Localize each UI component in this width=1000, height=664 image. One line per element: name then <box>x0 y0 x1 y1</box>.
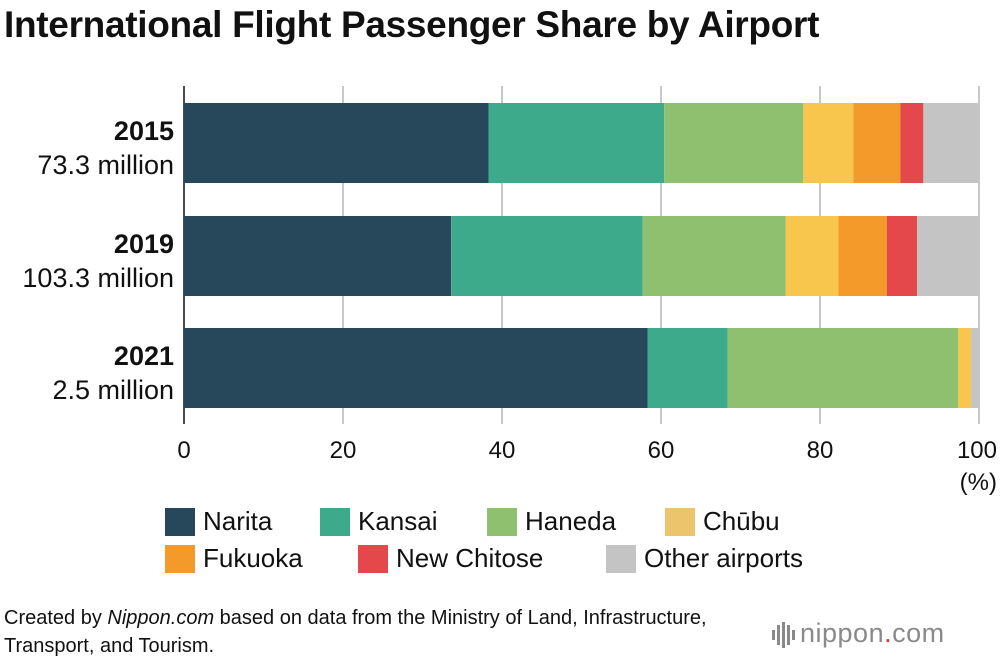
legend-label: Other airports <box>644 543 803 573</box>
chart-title: International Flight Passenger Share by … <box>4 4 820 45</box>
category-sublabel: 103.3 million <box>22 263 174 293</box>
legend-item-fukuoka: Fukuoka <box>165 543 303 574</box>
legend-item-new-chitose: New Chitose <box>358 543 543 574</box>
bar-segment-2015-new-chitose <box>900 103 924 183</box>
bar-segment-2021-ch-bu <box>958 328 972 408</box>
x-tick-label: 60 <box>648 437 675 464</box>
x-axis-unit: (%) <box>960 469 997 496</box>
x-tick-label: 100 <box>957 437 997 464</box>
legend-label: Narita <box>203 506 273 536</box>
legend-swatch <box>358 544 388 573</box>
legend-label: Chūbu <box>703 506 780 536</box>
bar-segment-2015-other-airports <box>923 103 979 183</box>
logo-dot: . <box>884 618 893 648</box>
legend-label: New Chitose <box>396 543 544 573</box>
category-label: 2019 <box>114 229 174 259</box>
bar-segment-2015-narita <box>184 103 489 183</box>
chart: 2015 73.3 million 2019 103.3 million 2021 2.5… <box>22 86 997 496</box>
category-label: 2015 <box>114 116 174 146</box>
bar-segment-2019-haneda <box>642 216 786 296</box>
bar-segment-2021-other-airports <box>971 328 979 408</box>
bar-segment-2019-kansai <box>451 216 643 296</box>
bar-segment-2019-new-chitose <box>886 216 917 296</box>
x-tick-label: 0 <box>177 437 190 464</box>
category-label: 2021 <box>114 341 174 371</box>
logo-text: nippon.com <box>800 618 945 649</box>
legend-swatch <box>606 544 636 573</box>
logo-domain: com <box>892 618 945 648</box>
bar-segment-2015-fukuoka <box>853 103 901 183</box>
legend-item-haneda: Haneda <box>487 506 616 537</box>
legend-item-narita: Narita <box>165 506 272 537</box>
bar-segment-2019-narita <box>184 216 452 296</box>
category-sublabel: 73.3 million <box>37 150 174 180</box>
legend-label: Fukuoka <box>203 543 303 573</box>
bar-segment-2015-haneda <box>664 103 804 183</box>
legend-swatch <box>165 507 195 536</box>
nippon-logo: nippon.com <box>770 618 945 649</box>
legend-swatch <box>320 507 350 536</box>
bar-segment-2019-ch-bu <box>785 216 839 296</box>
logo-word: nippon <box>800 618 885 648</box>
legend-swatch <box>165 544 195 573</box>
bar-segment-2019-other-airports <box>916 216 979 296</box>
bar-segment-2021-haneda <box>727 328 959 408</box>
bar-segment-2021-narita <box>184 328 648 408</box>
bar-segment-2021-kansai <box>647 328 728 408</box>
x-tick-label: 80 <box>807 437 834 464</box>
legend-label: Haneda <box>525 506 617 536</box>
category-sublabel: 2.5 million <box>52 375 174 405</box>
x-tick-label: 20 <box>330 437 357 464</box>
source-name: Nippon.com <box>107 607 215 629</box>
legend-swatch <box>487 507 517 536</box>
bar-segment-2015-ch-bu <box>803 103 854 183</box>
x-tick-label: 40 <box>489 437 516 464</box>
source-note: Created by Nippon.com based on data from… <box>4 604 744 660</box>
legend-label: Kansai <box>358 506 438 536</box>
legend-item-other-airports: Other airports <box>606 543 803 574</box>
bar-segment-2019-fukuoka <box>838 216 887 296</box>
source-prefix: Created by <box>4 607 108 629</box>
legend-item-kansai: Kansai <box>320 506 438 537</box>
legend-swatch <box>665 507 695 536</box>
logo-bars-icon <box>772 621 795 648</box>
source-suffix: based on data from the Ministry of Land,… <box>4 607 707 657</box>
legend-item-ch-bu: Chūbu <box>665 506 780 537</box>
bar-segment-2015-kansai <box>488 103 665 183</box>
